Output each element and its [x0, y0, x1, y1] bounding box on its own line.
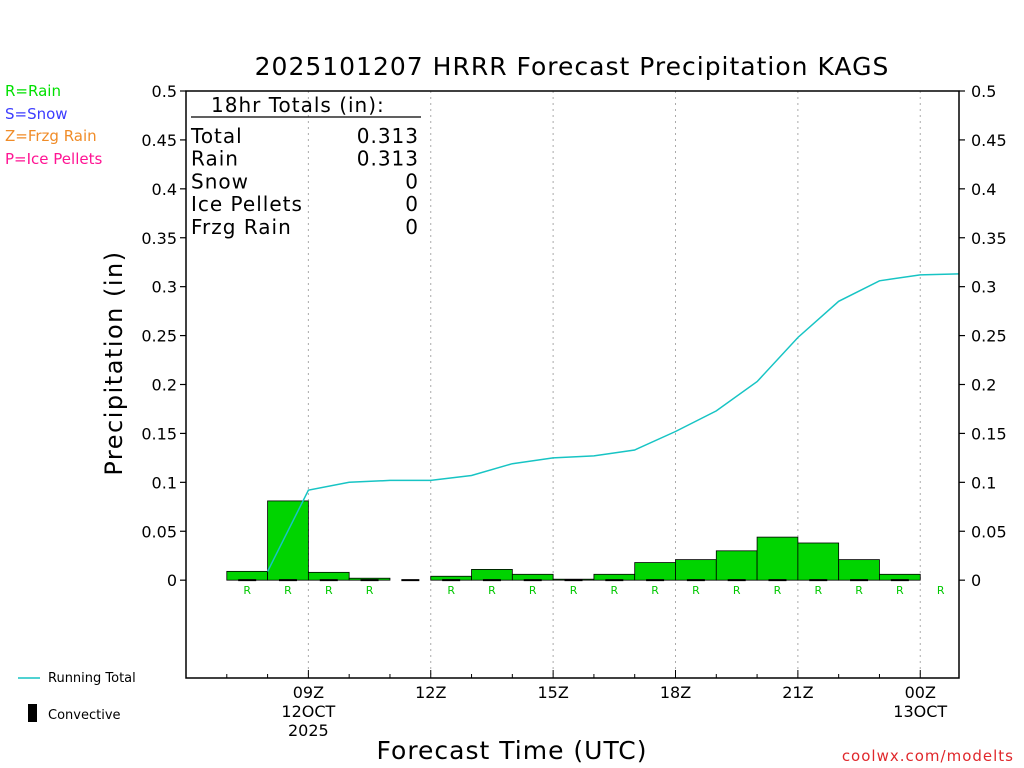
- y-axis-right: 0 0.05 0.1 0.15 0.2 0.25 0.3 0.35 0.4 0.45 0.5: [959, 82, 1007, 590]
- y-tick-label: 0.05: [141, 522, 177, 541]
- y-tick-label: 0.5: [152, 82, 177, 101]
- y-tick-label-right: 0.25: [971, 327, 1007, 346]
- precip-type-marker: R: [896, 584, 904, 597]
- y-tick-label: 0.25: [141, 327, 177, 346]
- precip-type-legend: R=Rain S=Snow Z=Frzg Rain P=Ice Pellets: [5, 82, 102, 168]
- y-tick-label-right: 0.15: [971, 424, 1007, 443]
- precip-type-marker: R: [692, 584, 700, 597]
- y-axis-title: Precipitation (in): [100, 250, 128, 475]
- totals-box: 18hr Totals (in): Total 0.313 Rain 0.313 Sno…: [190, 93, 421, 239]
- precip-bar: [715, 550, 758, 581]
- x-tick-label: 18Z: [660, 683, 691, 702]
- x-tick-label: 12Z: [415, 683, 446, 702]
- y-tick-label: 0.3: [152, 278, 177, 297]
- legend-rain: R=Rain: [5, 82, 61, 100]
- y-tick-label-right: 0.45: [971, 131, 1007, 150]
- totals-row-label: Ice Pellets: [191, 192, 303, 216]
- y-tick-label: 0.4: [152, 180, 177, 199]
- precip-type-marker: R: [733, 584, 741, 597]
- precip-type-marker: R: [855, 584, 863, 597]
- y-tick-label-right: 0.05: [971, 522, 1007, 541]
- precip-type-marker: R: [447, 584, 455, 597]
- totals-row-value: 0: [405, 192, 419, 216]
- precip-type-marker: R: [325, 584, 333, 597]
- totals-row-value: 0.313: [357, 147, 419, 171]
- x-tick-label: 09Z: [293, 683, 324, 702]
- precip-type-marker: R: [366, 584, 374, 597]
- credit-text: coolwx.com/modelts: [842, 747, 1014, 765]
- x-axis-title: Forecast Time (UTC): [377, 736, 648, 765]
- precip-type-marker: R: [610, 584, 618, 597]
- y-tick-label: 0: [167, 571, 177, 590]
- precip-bar: [756, 536, 799, 581]
- totals-header: 18hr Totals (in):: [211, 93, 385, 117]
- y-tick-label-right: 0.1: [971, 473, 996, 492]
- precip-type-marker: R: [529, 584, 537, 597]
- legend-ice-pellets: P=Ice Pellets: [5, 150, 102, 168]
- legend-snow: S=Snow: [5, 105, 68, 123]
- legend-frzg-rain: Z=Frzg Rain: [5, 127, 97, 145]
- chart-title: 2025101207 HRRR Forecast Precipitation K…: [255, 52, 890, 81]
- precip-bar: [675, 559, 717, 581]
- precip-type-marker: R: [488, 584, 496, 597]
- totals-row-value: 0: [405, 215, 419, 239]
- precip-bar: [307, 571, 350, 581]
- x-tick-label: 15Z: [537, 683, 568, 702]
- y-tick-label-right: 0: [971, 571, 981, 590]
- x-tick-label: 13OCT: [893, 702, 947, 721]
- precip-bar: [634, 562, 676, 581]
- y-tick-label-right: 0.2: [971, 376, 996, 395]
- precip-bar: [267, 500, 309, 581]
- y-axis-left: 0 0.05 0.1 0.15 0.2 0.25 0.3 0.35 0.4 0.45 0.5: [141, 82, 186, 590]
- y-tick-label-right: 0.3: [971, 278, 996, 297]
- precip-bar: [797, 542, 840, 581]
- y-tick-label: 0.2: [152, 376, 177, 395]
- running-total-label: Running Total: [48, 671, 136, 686]
- totals-row-label: Total: [190, 124, 243, 148]
- totals-row-label: Snow: [191, 169, 249, 193]
- y-tick-label-right: 0.5: [971, 82, 996, 101]
- x-tick-label: 00Z: [905, 683, 936, 702]
- precip-bar: [226, 570, 268, 581]
- y-tick-label-right: 0.35: [971, 229, 1007, 248]
- y-tick-label: 0.15: [141, 424, 177, 443]
- precip-type-marker: R: [243, 584, 251, 597]
- totals-row-label: Rain: [191, 147, 239, 171]
- precip-type-marker: R: [651, 584, 659, 597]
- precip-type-marker: R: [284, 584, 292, 597]
- y-tick-label: 0.45: [141, 131, 177, 150]
- convective-label: Convective: [48, 708, 121, 723]
- precip-bar: [471, 569, 513, 581]
- y-tick-label-right: 0.4: [971, 180, 996, 199]
- running-total-line: [266, 273, 960, 572]
- precip-type-marker: R: [570, 584, 578, 597]
- totals-row-label: Frzg Rain: [191, 215, 292, 239]
- totals-row-value: 0: [405, 169, 419, 193]
- convective-swatch: [28, 704, 37, 722]
- precip-bar: [838, 559, 880, 581]
- precip-bars: [226, 500, 921, 581]
- precip-type-marker: R: [814, 584, 822, 597]
- x-tick-label: 2025: [288, 721, 329, 740]
- series-legend: Running Total Convective: [18, 671, 136, 723]
- y-tick-label: 0.1: [152, 473, 177, 492]
- y-tick-label: 0.35: [141, 229, 177, 248]
- grid-lines: [307, 91, 921, 678]
- x-tick-label: 12OCT: [281, 702, 335, 721]
- precip-type-marker: R: [937, 584, 945, 597]
- x-tick-label: 21Z: [782, 683, 813, 702]
- precip-type-marker: R: [774, 584, 782, 597]
- totals-row-value: 0.313: [357, 124, 419, 148]
